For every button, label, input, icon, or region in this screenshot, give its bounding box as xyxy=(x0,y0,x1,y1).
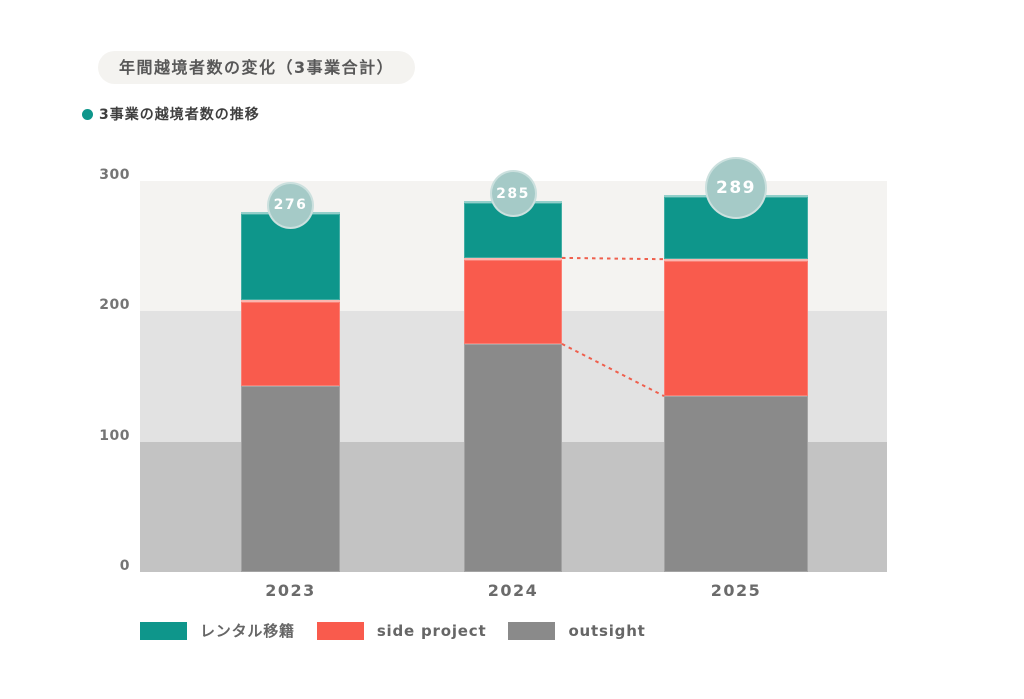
legend-item-0: レンタル移籍 xyxy=(140,620,295,641)
bar-2024-segment-outsight xyxy=(464,343,562,572)
x-tick-label-2025: 2025 xyxy=(710,581,762,600)
total-bubble-2025: 289 xyxy=(705,157,767,220)
legend-label: outsight xyxy=(568,621,646,640)
legend-swatch-icon xyxy=(316,621,364,640)
total-bubble-2024: 285 xyxy=(489,170,537,218)
bar-2025-segment-outsight xyxy=(664,396,808,572)
y-tick-label-200: 200 xyxy=(99,297,130,314)
legend-swatch-icon xyxy=(140,621,187,640)
legend-item-1: side project xyxy=(316,621,487,640)
chart-subtitle: 3事業の越境者数の推移 xyxy=(82,104,260,124)
subtitle-dot-icon xyxy=(82,108,93,120)
x-tick-label-2023: 2023 xyxy=(265,581,316,600)
bar-2025-segment-side-project xyxy=(664,259,808,397)
bar-2023-segment-outsight xyxy=(241,385,340,572)
chart-title: 年間越境者数の変化（3事業合計） xyxy=(98,51,416,84)
legend-item-2: outsight xyxy=(508,621,646,640)
chart-subtitle-label: 3事業の越境者数の推移 xyxy=(99,107,260,123)
legend: レンタル移籍 side project outsight xyxy=(140,620,668,641)
y-tick-label-300: 300 xyxy=(99,167,130,183)
y-tick-label-0: 0 xyxy=(119,558,130,574)
y-tick-label-100: 100 xyxy=(99,427,130,444)
legend-swatch-icon xyxy=(508,621,556,640)
bar-2024-segment-side-project xyxy=(464,257,562,344)
plot-area: 276 2023 285 2024 289 2025 xyxy=(140,157,887,600)
legend-label: レンタル移籍 xyxy=(200,622,295,640)
x-tick-label-2024: 2024 xyxy=(487,581,539,600)
total-bubble-2023: 276 xyxy=(267,181,314,229)
legend-label: side project xyxy=(376,621,487,640)
bar-2023-segment-side-project xyxy=(241,299,340,386)
